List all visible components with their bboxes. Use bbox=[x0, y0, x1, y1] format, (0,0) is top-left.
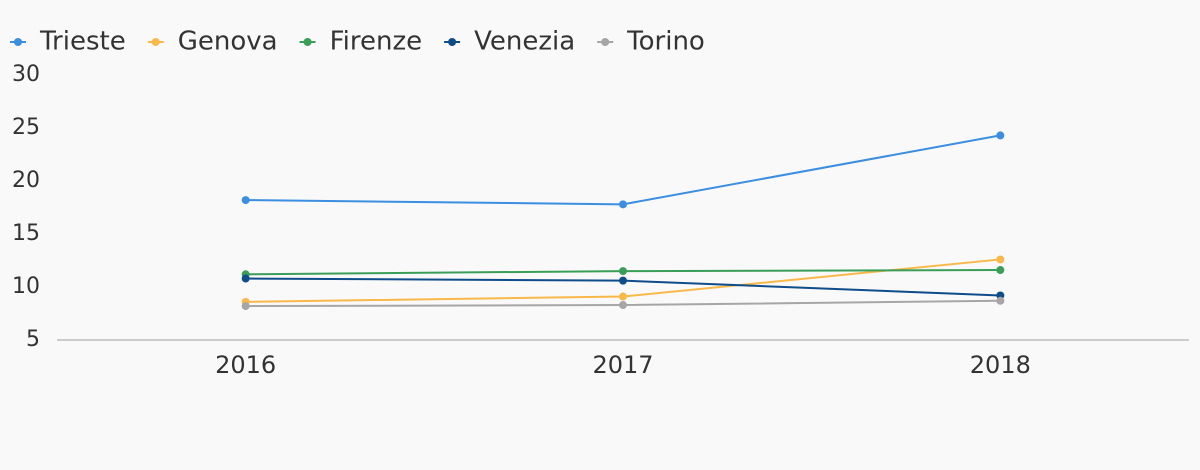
legend-label: Genova bbox=[178, 27, 278, 57]
legend-label: Firenze bbox=[330, 27, 423, 57]
point bbox=[619, 292, 627, 301]
legend-label: Trieste bbox=[39, 27, 126, 57]
legend-swatch-dot bbox=[601, 38, 610, 46]
legend-swatch-dot bbox=[303, 38, 312, 46]
series-line bbox=[245, 134, 1001, 206]
point bbox=[241, 302, 250, 311]
x-tick-label: 2016 bbox=[215, 351, 276, 379]
legend-label: Venezia bbox=[474, 27, 575, 57]
y-tick-label: 10 bbox=[12, 274, 40, 299]
point bbox=[619, 267, 627, 276]
y-tick-label: 30 bbox=[12, 62, 40, 87]
point bbox=[996, 255, 1005, 264]
legend-swatch-dot bbox=[448, 38, 457, 46]
point bbox=[241, 274, 250, 283]
y-tick-label: 5 bbox=[26, 327, 40, 352]
point bbox=[619, 301, 627, 310]
legend-label: Torino bbox=[626, 27, 705, 57]
point bbox=[619, 200, 627, 209]
y-tick-label: 25 bbox=[12, 115, 40, 140]
y-tick-label: 20 bbox=[12, 168, 40, 193]
y-tick-label: 15 bbox=[12, 221, 40, 246]
x-tick-label: 2017 bbox=[592, 351, 653, 379]
point bbox=[996, 296, 1005, 305]
point bbox=[996, 266, 1005, 275]
point bbox=[241, 196, 250, 205]
point bbox=[996, 131, 1005, 140]
legend-swatch-dot bbox=[14, 38, 22, 46]
x-tick-label: 2018 bbox=[970, 351, 1031, 379]
point bbox=[619, 276, 627, 285]
legend-swatch-dot bbox=[151, 38, 160, 46]
